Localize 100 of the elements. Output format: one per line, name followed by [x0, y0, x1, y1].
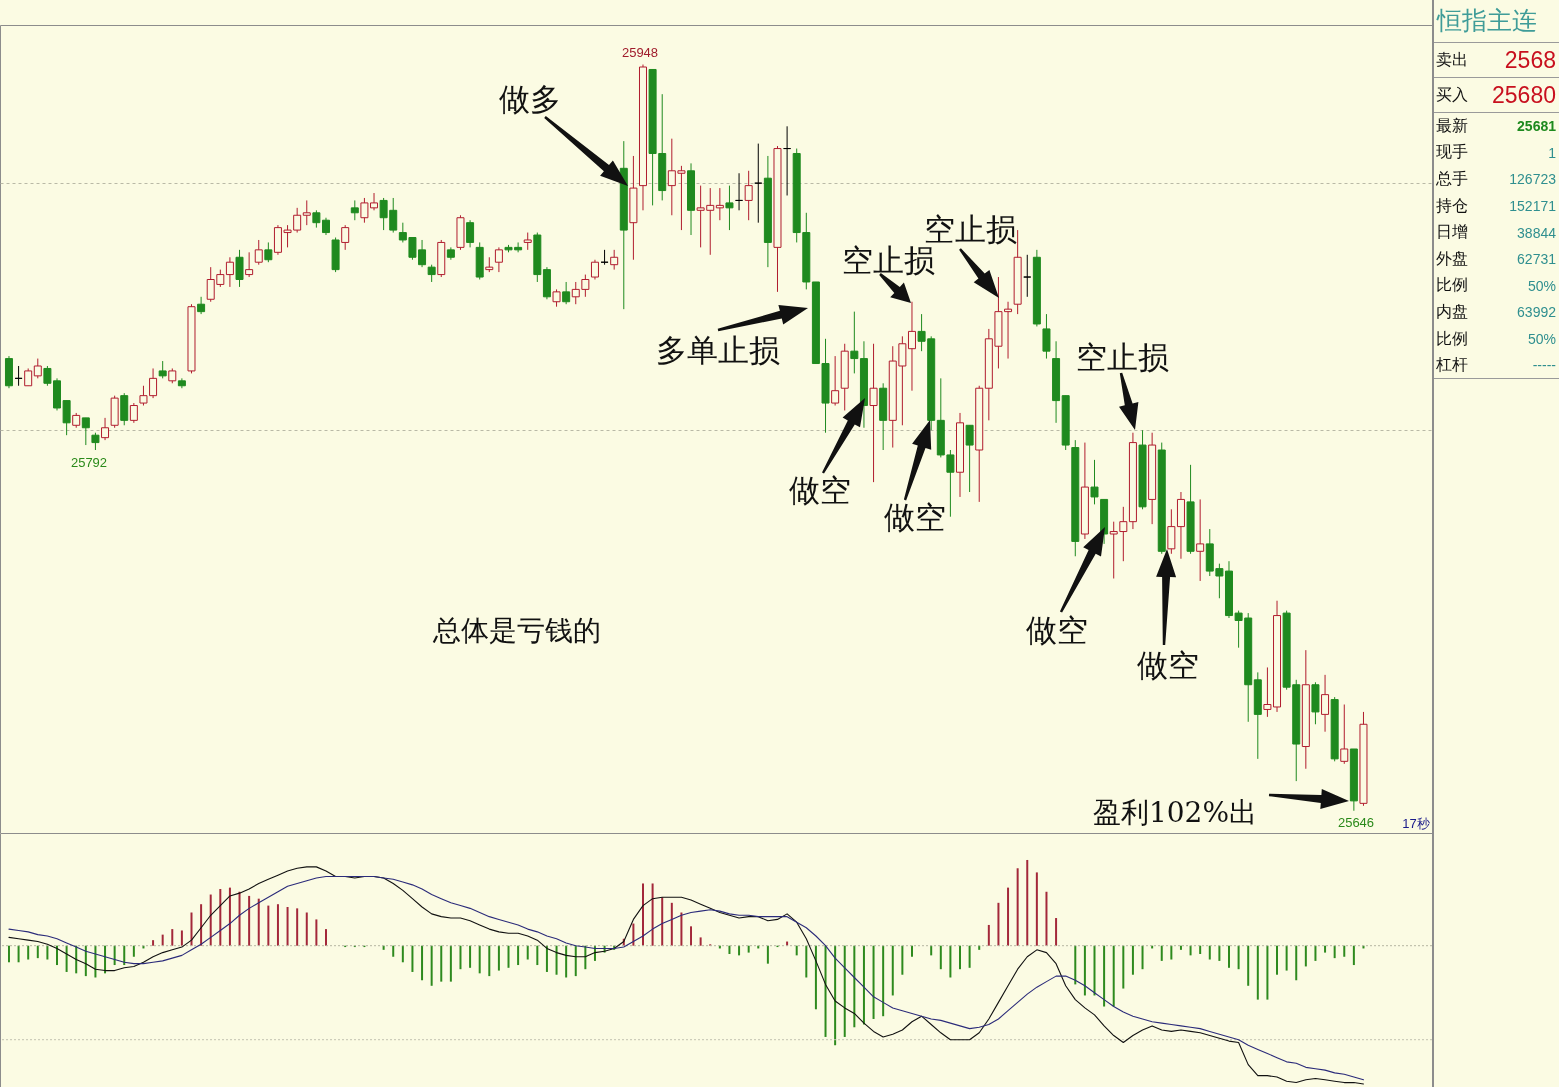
- bar: [882, 945, 885, 1017]
- bar: [853, 945, 856, 1028]
- candlestick: [1196, 498, 1205, 582]
- bar: [1074, 945, 1077, 985]
- bar: [267, 905, 270, 946]
- bar: [1141, 945, 1144, 970]
- bar: [411, 945, 414, 972]
- candlestick: [302, 199, 311, 226]
- bar: [430, 945, 433, 986]
- bar: [1276, 945, 1279, 975]
- bar: [939, 945, 942, 970]
- text: 日增: [1436, 222, 1468, 244]
- candlestick: [590, 259, 599, 281]
- candlestick: [350, 199, 359, 221]
- annotation: 多单止损: [656, 332, 780, 368]
- text: 25681: [1517, 118, 1556, 135]
- bar: [421, 945, 424, 981]
- text: 1: [1548, 144, 1556, 161]
- bar: [632, 923, 635, 946]
- bar: [1295, 945, 1298, 981]
- bar: [795, 945, 798, 956]
- bar: [1314, 945, 1317, 961]
- bar: [910, 945, 913, 957]
- candlestick: [610, 249, 619, 271]
- text: 恒指主连: [1434, 0, 1559, 43]
- bar: [1208, 945, 1211, 960]
- text: 最新: [1436, 115, 1468, 137]
- candlestick: [831, 355, 840, 407]
- text: 外盘: [1436, 248, 1468, 270]
- text: 现手: [1436, 142, 1468, 164]
- annotation: 25646: [1337, 815, 1375, 831]
- candlestick: [33, 358, 42, 379]
- candlestick: [1090, 459, 1099, 505]
- candlestick: [1340, 704, 1349, 765]
- text: 比例: [1436, 328, 1468, 350]
- bar: [315, 919, 318, 946]
- bar: [27, 945, 30, 960]
- text: 25680: [1492, 81, 1556, 109]
- annotation: 做空: [1026, 612, 1088, 648]
- text: 内盘: [1436, 301, 1468, 323]
- candlestick: [715, 187, 724, 221]
- text: 比例: [1436, 275, 1468, 297]
- annotation: 盈利102%出: [1092, 795, 1258, 829]
- candlestick: [562, 281, 571, 305]
- candlestick: [754, 143, 763, 224]
- bar: [190, 912, 193, 946]
- candlestick: [1042, 313, 1051, 360]
- bar: [56, 945, 58, 966]
- bar: [1016, 868, 1019, 946]
- bar: [507, 945, 510, 968]
- bar: [642, 883, 644, 946]
- bar: [276, 904, 279, 946]
- bar: [1266, 945, 1269, 1000]
- bar: [382, 945, 385, 950]
- annotation: 做空: [1137, 647, 1199, 683]
- bar: [257, 898, 260, 946]
- annotation: 总体是亏钱的: [432, 613, 601, 647]
- bar: [901, 945, 904, 975]
- bar: [286, 906, 289, 946]
- text: -----: [1532, 357, 1556, 374]
- bar: [1179, 945, 1182, 950]
- bar: [517, 945, 520, 966]
- bar: [805, 945, 808, 978]
- text: 杠杆: [1436, 354, 1468, 376]
- bar: [1343, 945, 1346, 957]
- bar: [1199, 945, 1202, 954]
- candlestick: [225, 256, 234, 288]
- bar: [978, 945, 981, 950]
- bar: [1170, 945, 1173, 960]
- bar: [1333, 945, 1336, 959]
- bar: [690, 926, 693, 946]
- annotation: 25792: [70, 454, 108, 470]
- bar: [661, 897, 664, 946]
- text: 买入: [1436, 84, 1468, 106]
- bar: [459, 945, 462, 970]
- bar: [180, 930, 183, 946]
- bar: [238, 891, 241, 946]
- candlestick: [245, 251, 254, 278]
- bar: [1352, 945, 1355, 966]
- bar: [670, 902, 673, 946]
- bar: [469, 945, 472, 968]
- candlestick: [235, 249, 244, 288]
- bar: [959, 945, 962, 970]
- annotation: 空止损: [1075, 339, 1169, 375]
- bar: [1237, 945, 1240, 970]
- text: 126723: [1509, 171, 1556, 188]
- text: 62731: [1517, 251, 1556, 268]
- text: 持仓: [1436, 195, 1468, 217]
- bar: [171, 929, 174, 946]
- candlestick: [850, 311, 859, 374]
- bar: [930, 945, 933, 956]
- bar: [824, 945, 827, 1037]
- bar: [1218, 945, 1221, 961]
- bar: [17, 945, 20, 963]
- bar: [228, 887, 231, 946]
- text: 38844: [1517, 224, 1556, 241]
- bar: [488, 945, 491, 977]
- bar: [680, 912, 683, 946]
- bar: [565, 945, 568, 978]
- candlestick: [264, 241, 273, 263]
